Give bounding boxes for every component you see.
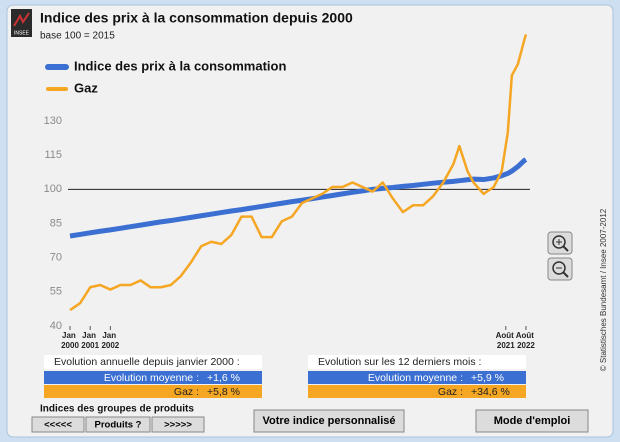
y-tick-label: 115 <box>44 149 62 161</box>
button-bg <box>151 416 205 433</box>
stats-label: Gaz : <box>438 386 463 398</box>
x-tick-label: Jan 2000 <box>61 331 79 350</box>
stats-row <box>308 385 526 398</box>
button-label: >>>>> <box>164 420 192 431</box>
stats-header-bg <box>44 355 262 369</box>
logo-icon <box>13 12 30 27</box>
series-line <box>69 34 528 312</box>
button-label: Produits ? <box>95 420 142 431</box>
x-tick-label: Août 2022 <box>516 331 536 350</box>
nav-button[interactable]: <<<<< <box>31 416 85 433</box>
stats-header-bg <box>308 355 526 369</box>
panel <box>6 4 614 438</box>
stats-row <box>308 371 526 384</box>
stats-value: +34,6 % <box>471 386 510 398</box>
legend-label: Indice des prix à la consommation <box>74 58 286 73</box>
chart-subtitle: base 100 = 2015 <box>40 31 115 42</box>
help-button[interactable]: Mode d'emploi <box>475 409 589 433</box>
y-tick-label: 130 <box>44 115 62 127</box>
y-tick-label: 100 <box>44 183 62 195</box>
stats: Evolution annuelle depuis janvier 2000 :… <box>44 355 526 398</box>
stats-header: Evolution annuelle depuis janvier 2000 : <box>54 356 240 368</box>
legend-label: Gaz <box>74 80 98 95</box>
button-bg <box>31 416 85 433</box>
nav: <<<<< Produits ? >>>>> <box>31 416 205 433</box>
y-tick-label: 40 <box>50 320 62 332</box>
zoom-in[interactable] <box>547 231 573 255</box>
button-label: Votre indice personnalisé <box>262 415 395 427</box>
y-tick-label: 55 <box>50 286 62 298</box>
stats-row <box>44 385 262 398</box>
stats-value: +5,8 % <box>207 386 240 398</box>
x-tick-label: Jan 2001 <box>81 331 99 350</box>
stats-label: Gaz : <box>174 386 199 398</box>
y-tick-label: 70 <box>50 252 62 264</box>
stats-value: +5,9 % <box>471 372 504 384</box>
stats-header: Evolution sur les 12 derniers mois : <box>318 356 481 368</box>
button-label: <<<<< <box>44 420 72 431</box>
stats-value: +1,6 % <box>207 372 240 384</box>
y-tick-label: 85 <box>50 217 62 229</box>
button-bg <box>85 416 151 433</box>
custom-button[interactable]: Votre indice personnalisé <box>253 409 405 433</box>
x-tick-label: Août 2021 <box>496 331 516 350</box>
copyright: © Statistisches Bundesamt / Insee 2007-2… <box>599 208 608 371</box>
stats-label: Evolution moyenne : <box>104 372 199 384</box>
zoom-out[interactable] <box>547 257 573 281</box>
logo-text: INSEE <box>14 30 30 36</box>
chart-title: Indice des prix à la consommation depuis… <box>40 10 353 26</box>
button-label: Mode d'emploi <box>494 415 571 427</box>
nav-button[interactable]: >>>>> <box>151 416 205 433</box>
groups-label: Indices des groupes de produits <box>40 404 194 415</box>
stats-label: Evolution moyenne : <box>368 372 463 384</box>
stats-row <box>44 371 262 384</box>
x-tick-label: Jan 2002 <box>101 331 119 350</box>
nav-button[interactable]: Produits ? <box>85 416 151 433</box>
